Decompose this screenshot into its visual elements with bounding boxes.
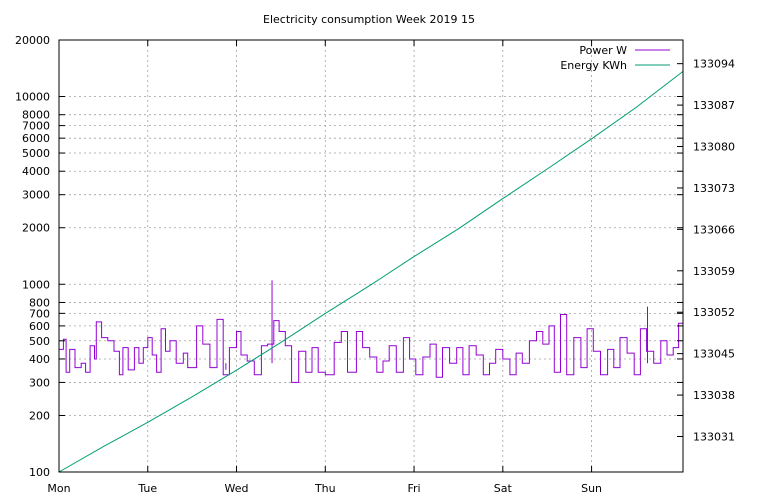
y-tick-label: 6000 bbox=[22, 132, 50, 145]
y-tick-label: 600 bbox=[29, 320, 50, 333]
y-tick-label: 4000 bbox=[22, 165, 50, 178]
y-tick-label: 10000 bbox=[15, 91, 50, 104]
y-tick-label: 2000 bbox=[22, 222, 50, 235]
y2-tick-label: 133087 bbox=[693, 99, 735, 112]
y-tick-label: 20000 bbox=[15, 34, 50, 47]
legend-label: Power W bbox=[579, 44, 627, 57]
y-tick-label: 100 bbox=[29, 466, 50, 479]
legend: Power W Energy KWh bbox=[560, 44, 670, 72]
y-tick-label: 8000 bbox=[22, 109, 50, 122]
y2-tick-label: 133052 bbox=[693, 306, 735, 319]
legend-label: Energy KWh bbox=[560, 59, 627, 72]
x-tick-label: Sun bbox=[581, 482, 602, 495]
y2-tick-label: 133059 bbox=[693, 265, 735, 278]
grid-lines bbox=[59, 40, 683, 472]
y2-tick-label: 133045 bbox=[693, 348, 735, 361]
y2-tick-label: 133073 bbox=[693, 182, 735, 195]
plot-area bbox=[58, 71, 684, 473]
chart-title: Electricity consumption Week 2019 15 bbox=[263, 13, 475, 26]
x-tick-label: Tue bbox=[137, 482, 157, 495]
series-line-1 bbox=[58, 71, 684, 473]
y2-tick-label: 133094 bbox=[693, 58, 735, 71]
y-tick-label: 500 bbox=[29, 335, 50, 348]
y-tick-label: 7000 bbox=[22, 120, 50, 133]
y-tick-label: 5000 bbox=[22, 147, 50, 160]
y-tick-label: 3000 bbox=[22, 189, 50, 202]
x-tick-label: Wed bbox=[225, 482, 249, 495]
y2-tick-label: 133080 bbox=[693, 141, 735, 154]
x-tick-label: Fri bbox=[407, 482, 420, 495]
y-tick-label: 800 bbox=[29, 296, 50, 309]
plot-frame bbox=[58, 39, 684, 473]
x-tick-label: Mon bbox=[47, 482, 70, 495]
y-tick-label: 300 bbox=[29, 376, 50, 389]
y2-tick-label: 133038 bbox=[693, 389, 735, 402]
series-line-0 bbox=[59, 314, 684, 383]
y-tick-label: 1000 bbox=[22, 278, 50, 291]
x-tick-label: Sat bbox=[494, 482, 513, 495]
y-tick-label: 400 bbox=[29, 353, 50, 366]
y2-tick-label: 133031 bbox=[693, 430, 735, 443]
y2-tick-label: 133066 bbox=[693, 223, 735, 236]
y-tick-label: 700 bbox=[29, 307, 50, 320]
y-tick-label: 200 bbox=[29, 409, 50, 422]
x-tick-label: Thu bbox=[314, 482, 336, 495]
